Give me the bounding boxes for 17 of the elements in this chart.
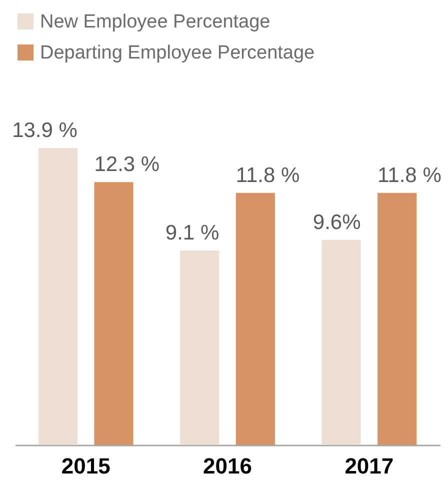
data-label: 12.3 %	[94, 153, 160, 176]
bar	[322, 240, 361, 445]
bar	[38, 148, 78, 445]
data-label: 11.8 %	[236, 164, 300, 187]
data-label: 13.9 %	[12, 119, 78, 142]
x-tick-label: 2017	[344, 454, 394, 478]
data-label: 11.8 %	[378, 164, 442, 187]
bar	[378, 192, 417, 445]
bar	[94, 182, 134, 445]
bar	[236, 192, 275, 445]
legend-label: Departing Employee Percentage	[40, 42, 315, 64]
x-tick-label: 2015	[61, 454, 110, 478]
x-tick-label: 2016	[203, 454, 252, 478]
bar	[180, 250, 220, 445]
data-label: 9.1 %	[165, 222, 220, 245]
data-label: 9.6%	[312, 210, 361, 234]
legend-label: New Employee Percentage	[40, 12, 270, 32]
